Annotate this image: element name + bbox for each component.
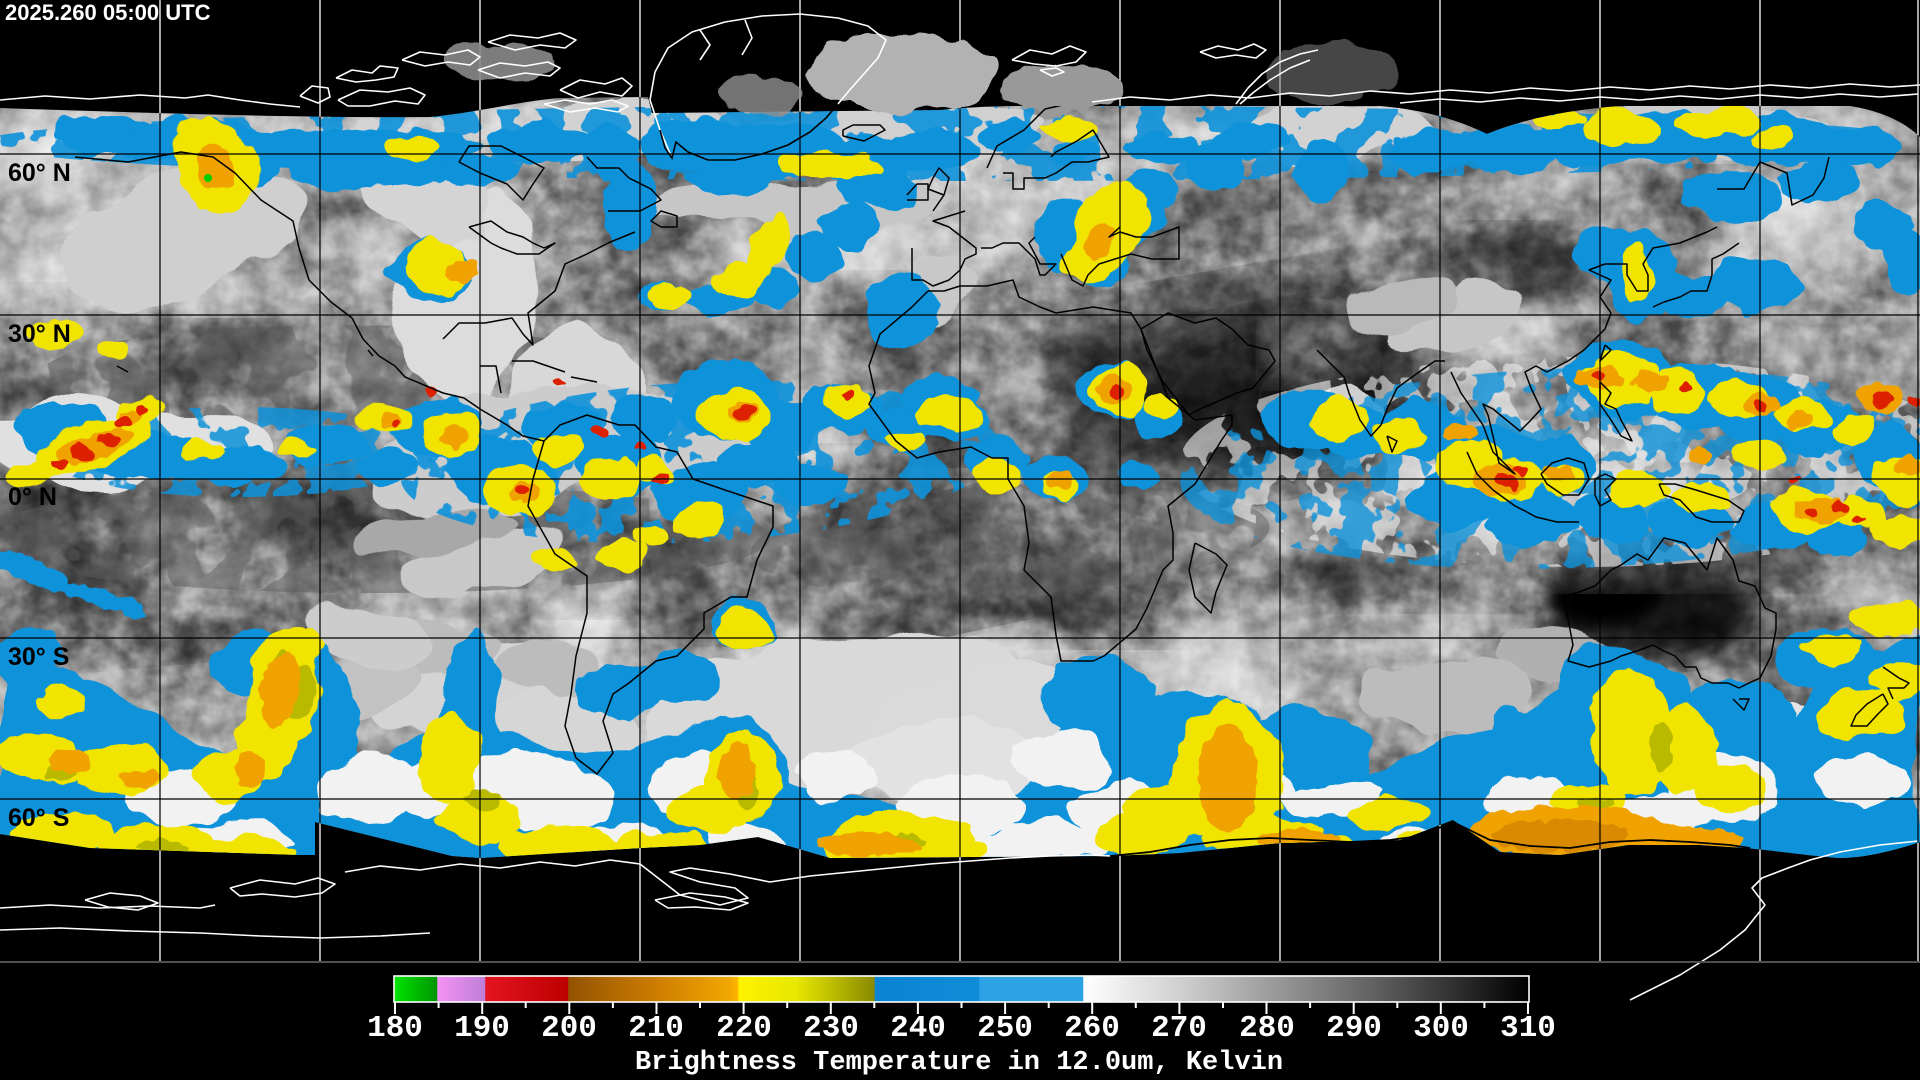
svg-text:200: 200 [541,1011,597,1046]
svg-text:250: 250 [977,1011,1033,1046]
svg-text:290: 290 [1326,1011,1382,1046]
svg-text:180: 180 [367,1011,423,1046]
svg-text:280: 280 [1239,1011,1295,1046]
svg-text:30° N: 30° N [8,320,71,348]
svg-text:30° S: 30° S [8,643,69,671]
svg-text:260: 260 [1064,1011,1120,1046]
svg-text:270: 270 [1151,1011,1207,1046]
svg-text:0° N: 0° N [8,483,57,511]
svg-text:60° S: 60° S [8,804,69,832]
svg-text:60° N: 60° N [8,159,71,187]
svg-text:Brightness Temperature in 12.0: Brightness Temperature in 12.0um, Kelvin [635,1048,1283,1078]
svg-text:2025.260 05:00 UTC: 2025.260 05:00 UTC [5,0,211,25]
svg-text:230: 230 [803,1011,859,1046]
svg-text:190: 190 [454,1011,510,1046]
svg-text:300: 300 [1413,1011,1469,1046]
svg-text:240: 240 [890,1011,946,1046]
svg-text:310: 310 [1500,1011,1556,1046]
svg-text:220: 220 [716,1011,772,1046]
svg-text:210: 210 [628,1011,684,1046]
